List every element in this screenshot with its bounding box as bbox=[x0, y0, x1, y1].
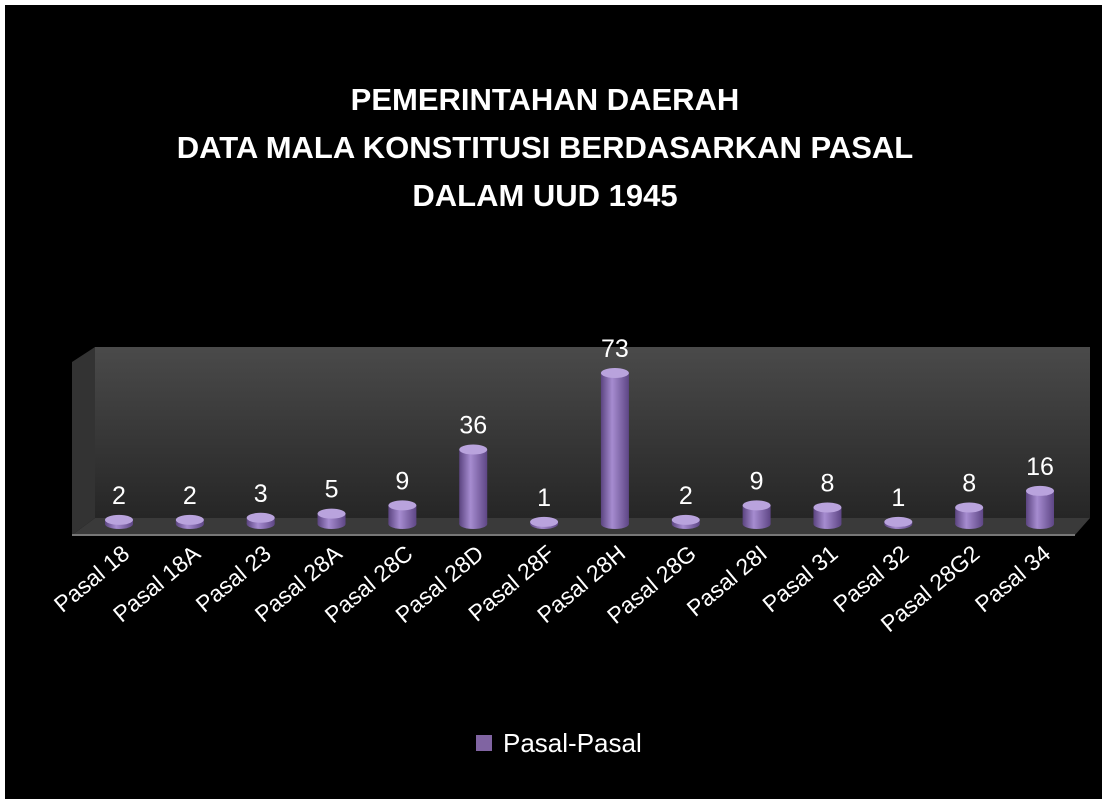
bar-base bbox=[388, 519, 417, 529]
bar bbox=[459, 449, 488, 524]
data-label: 3 bbox=[254, 480, 268, 508]
legend-label: Pasal-Pasal bbox=[503, 728, 642, 758]
bar-top bbox=[105, 514, 133, 525]
bar-base bbox=[317, 519, 346, 529]
side-wall bbox=[72, 347, 95, 535]
bar bbox=[742, 505, 771, 524]
bar bbox=[317, 513, 346, 524]
bar-base bbox=[600, 519, 629, 529]
bar-base bbox=[1026, 519, 1054, 529]
bar-top bbox=[388, 500, 417, 511]
bar bbox=[1026, 490, 1054, 524]
data-label: 9 bbox=[750, 467, 764, 495]
bar-top bbox=[884, 516, 913, 527]
chart-title: PEMERINTAHAN DAERAH bbox=[351, 82, 740, 117]
data-label: 8 bbox=[962, 469, 976, 497]
data-label: 9 bbox=[395, 467, 409, 495]
chart-title: DATA MALA KONSTITUSI BERDASARKAN PASAL bbox=[177, 130, 914, 165]
bar-base bbox=[459, 519, 488, 529]
chart-title: DALAM UUD 1945 bbox=[412, 178, 677, 213]
bar-top bbox=[459, 444, 488, 455]
data-label: 16 bbox=[1026, 453, 1054, 481]
data-label: 5 bbox=[325, 476, 339, 504]
bar-top bbox=[530, 516, 559, 527]
bar-base bbox=[955, 519, 984, 529]
bar-top bbox=[175, 514, 204, 525]
back-wall bbox=[95, 347, 1090, 518]
bar bbox=[388, 505, 417, 524]
data-label: 36 bbox=[459, 412, 487, 440]
bar-top bbox=[813, 502, 842, 513]
bar bbox=[600, 373, 629, 524]
bar-top bbox=[600, 368, 629, 378]
bar-top bbox=[742, 500, 771, 511]
legend-swatch bbox=[476, 735, 492, 751]
data-label: 8 bbox=[821, 469, 835, 497]
data-label: 1 bbox=[891, 484, 905, 512]
bar-base bbox=[742, 519, 771, 529]
bar-top bbox=[1026, 485, 1054, 496]
data-label: 2 bbox=[112, 482, 126, 510]
data-label: 73 bbox=[601, 335, 629, 363]
data-label: 2 bbox=[679, 482, 693, 510]
bar-base bbox=[813, 519, 842, 529]
bar-top bbox=[671, 514, 700, 525]
bar-top bbox=[246, 512, 275, 523]
bar-top bbox=[317, 508, 346, 519]
data-label: 1 bbox=[537, 484, 551, 512]
data-label: 2 bbox=[183, 482, 197, 510]
floor bbox=[72, 518, 1090, 535]
bar-top bbox=[955, 502, 984, 513]
